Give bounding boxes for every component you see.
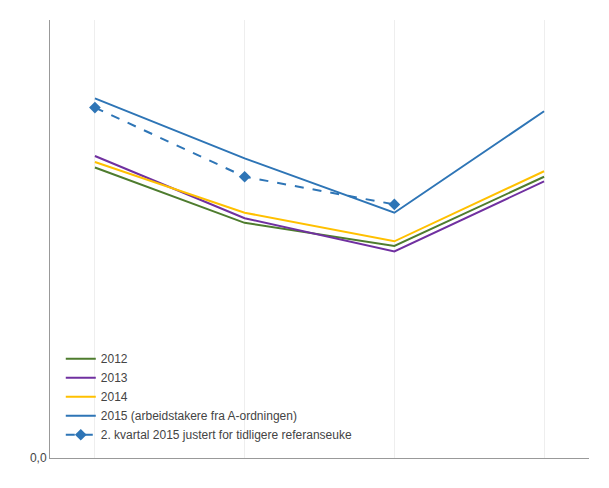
svg-text:2012: 2012 (101, 352, 128, 366)
svg-text:0,0: 0,0 (30, 451, 47, 465)
svg-text:2014: 2014 (101, 390, 128, 404)
svg-text:2013: 2013 (101, 371, 128, 385)
svg-text:2. kvartal 2015 justert for ti: 2. kvartal 2015 justert for tidligere re… (101, 428, 352, 442)
svg-text:2015 (arbeidstakere fra A-ordn: 2015 (arbeidstakere fra A-ordningen) (101, 409, 297, 423)
